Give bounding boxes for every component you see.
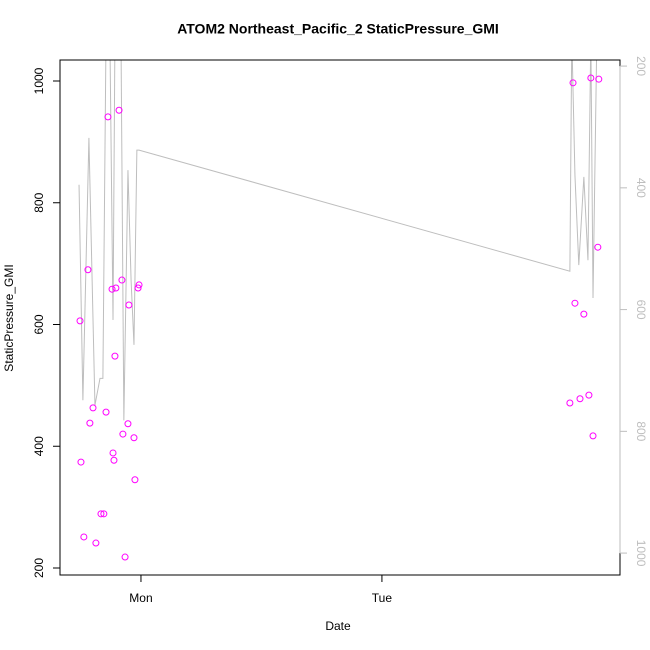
- point: [124, 420, 132, 428]
- point: [104, 113, 112, 121]
- point: [566, 399, 574, 407]
- point: [130, 434, 138, 442]
- point: [100, 510, 108, 518]
- y-tick-label: 200: [32, 558, 46, 578]
- point: [89, 404, 97, 412]
- point: [594, 243, 602, 251]
- point: [135, 281, 143, 289]
- y-tick-label: 600: [32, 314, 46, 334]
- y-tick-label: 400: [32, 436, 46, 456]
- y-tick-label: 800: [32, 192, 46, 212]
- point: [595, 75, 603, 83]
- y-tick-label: 1000: [32, 67, 46, 94]
- y2-tick-label: 200: [634, 56, 648, 76]
- point: [80, 533, 88, 541]
- plot-frame: [59, 59, 621, 576]
- point: [585, 391, 593, 399]
- chart-title: ATOM2 Northeast_Pacific_2 StaticPressure…: [177, 21, 499, 37]
- y2-tick-label: 400: [634, 178, 648, 198]
- point: [108, 285, 116, 293]
- y-axis-label: StaticPressure_GMI: [2, 264, 16, 371]
- x-tick-label: Tue: [372, 591, 393, 605]
- y2-tick-label: 800: [634, 421, 648, 441]
- point: [77, 458, 85, 466]
- y2-tick-label: 1000: [634, 540, 648, 567]
- point: [125, 301, 133, 309]
- point: [102, 408, 110, 416]
- point: [118, 276, 126, 284]
- point: [131, 476, 139, 484]
- plot-area: [76, 60, 603, 561]
- point: [112, 284, 120, 292]
- point: [119, 430, 127, 438]
- point: [134, 284, 142, 292]
- point: [84, 266, 92, 274]
- x-tick-label: Mon: [129, 591, 152, 605]
- point: [571, 299, 579, 307]
- point: [580, 310, 588, 318]
- point: [97, 510, 105, 518]
- point: [587, 74, 595, 82]
- point: [76, 317, 84, 325]
- x-axis-label: Date: [325, 619, 351, 633]
- point: [569, 79, 577, 87]
- point: [589, 432, 597, 440]
- line: [78, 60, 598, 421]
- point: [111, 352, 119, 360]
- point: [109, 449, 117, 457]
- point: [92, 539, 100, 547]
- point: [86, 419, 94, 427]
- point: [121, 553, 129, 561]
- point: [115, 106, 123, 114]
- y2-tick-label: 600: [634, 300, 648, 320]
- point: [110, 456, 118, 464]
- point: [576, 395, 584, 403]
